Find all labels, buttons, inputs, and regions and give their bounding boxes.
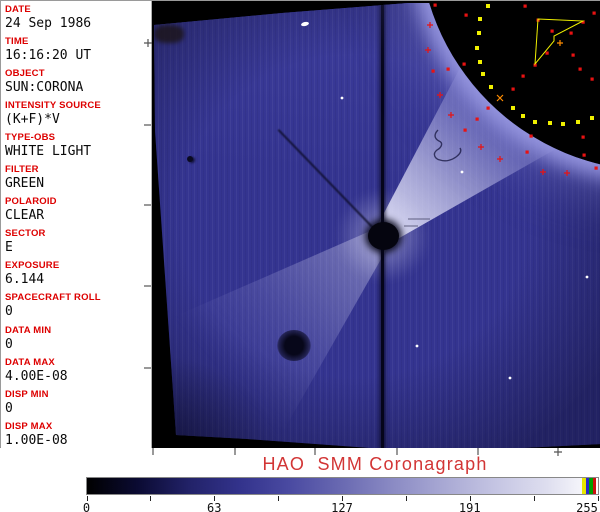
metadata-field-value: 0 (5, 304, 13, 320)
metadata-field-label: SECTOR (5, 228, 46, 240)
metadata-field: SECTOR E (5, 228, 149, 255)
metadata-field-label: DATA MAX (5, 356, 55, 368)
metadata-field-label: TIME (5, 36, 29, 48)
image-canvas (151, 1, 600, 448)
colorbar-tick-label: 255 (576, 501, 598, 512)
colorbar-tick-label: 63 (207, 501, 222, 512)
metadata-field: DATE 24 Sep 1986 (5, 4, 149, 31)
metadata-field-value: (K+F)*V (5, 112, 60, 128)
colorbar-tick (405, 496, 407, 501)
metadata-field-label: INTENSITY SOURCE (5, 100, 101, 112)
metadata-field-label: TYPE-OBS (5, 132, 56, 144)
colorbar-tick (533, 496, 535, 501)
colorbar-overlay-stripe (589, 478, 593, 494)
metadata-field: OBJECT SUN:CORONA (5, 68, 149, 95)
colorbar-tick (342, 496, 343, 501)
metadata-field: TIME 16:16:20 UT (5, 36, 149, 63)
metadata-field-value: E (5, 240, 13, 256)
colorbar-tick-label: 127 (331, 501, 353, 512)
coronagraph-photo (154, 3, 600, 448)
colorbar-overlay-stripe (582, 478, 586, 494)
metadata-field-label: EXPOSURE (5, 260, 60, 272)
colorbar-tick (278, 496, 280, 501)
metadata-field-value: 16:16:20 UT (5, 48, 92, 64)
colorbar-overlay-stripe (592, 478, 597, 494)
metadata-field-label: DATE (5, 4, 31, 15)
metadata-field: TYPE-OBS WHITE LIGHT (5, 132, 149, 159)
colorbar (86, 477, 599, 495)
footer-region: HAO SMM Coronagraph 0 63 127 191 255 (0, 448, 600, 512)
corner-noise-patch (154, 25, 184, 43)
pylon-occulter-blob (368, 222, 399, 250)
metadata-panel: DATE 24 Sep 1986 TIME 16:16:20 UT OBJECT SUN:… (1, 1, 151, 448)
metadata-field: DISP MAX 1.00E-08 (5, 421, 149, 448)
colorbar-tick (214, 496, 216, 501)
metadata-field: EXPOSURE 6.144 (5, 260, 149, 287)
metadata-field-label: DISP MAX (5, 420, 53, 432)
metadata-field-value: 24 Sep 1986 (5, 16, 92, 31)
metadata-field: DATA MAX 4.00E-08 (5, 357, 149, 384)
colorbar-tick-label: 191 (458, 501, 481, 512)
colorbar-tick-label: 0 (82, 501, 91, 512)
colorbar-tick (469, 496, 471, 501)
metadata-field-label: DISP MIN (5, 388, 49, 400)
colorbar-tick (597, 496, 599, 501)
metadata-field: DATA MIN 0 (5, 325, 149, 352)
colorbar-overlay-stripe (585, 478, 590, 494)
metadata-field-value: 4.00E-08 (5, 368, 68, 384)
metadata-field-value: SUN:CORONA (5, 80, 84, 96)
metadata-field-value: 1.00E-08 (5, 432, 68, 448)
metadata-field-label: POLAROID (5, 196, 57, 208)
metadata-field-label: SPACECRAFT ROLL (5, 292, 101, 304)
dust-blob (277, 330, 311, 361)
colorbar-tick (86, 496, 88, 501)
metadata-field: DISP MIN 0 (5, 389, 149, 416)
metadata-field-value: 0 (5, 400, 13, 416)
dark-speck (187, 156, 193, 162)
metadata-field-label: DATA MIN (5, 324, 52, 336)
metadata-field-label: FILTER (5, 164, 39, 176)
metadata-field-value: CLEAR (5, 208, 45, 224)
metadata-field: INTENSITY SOURCE (K+F)*V (5, 100, 149, 127)
metadata-field-value: 0 (5, 336, 13, 352)
image-title: HAO SMM Coronagraph (262, 454, 488, 474)
metadata-field: POLAROID CLEAR (5, 196, 149, 223)
metadata-field-value: GREEN (5, 176, 45, 192)
metadata-field-value: 6.144 (5, 272, 45, 288)
metadata-field-value: WHITE LIGHT (5, 144, 92, 160)
top-region: DATE 24 Sep 1986 TIME 16:16:20 UT OBJECT SUN:… (0, 0, 600, 448)
metadata-field-label: OBJECT (5, 68, 45, 80)
metadata-field: FILTER GREEN (5, 164, 149, 191)
metadata-field: SPACECRAFT ROLL 0 (5, 292, 149, 319)
colorbar-tick (150, 496, 152, 501)
